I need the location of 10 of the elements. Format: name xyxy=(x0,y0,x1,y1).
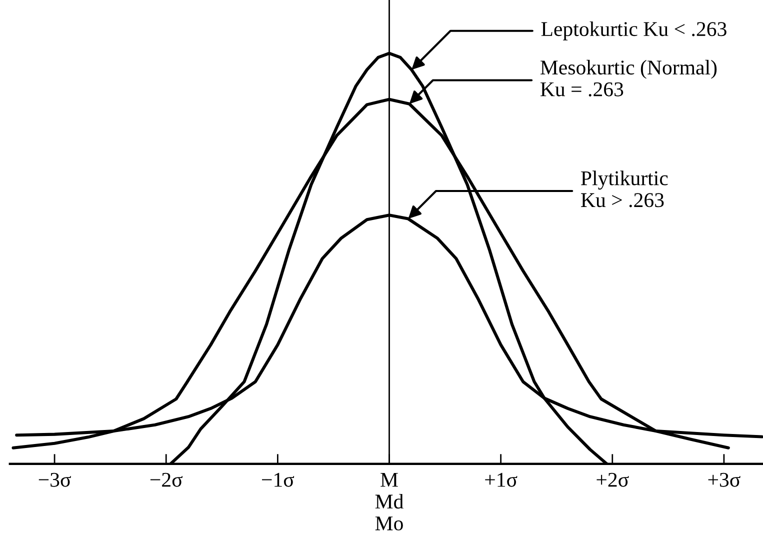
x-tick-label: +3σ xyxy=(708,472,740,487)
x-tick-label: −2σ xyxy=(150,472,182,487)
x-tick-label: +2σ xyxy=(596,472,629,487)
annotation: Mesokurtic (Normal) Ku = .263 xyxy=(540,60,717,96)
x-tick-label: +1σ xyxy=(485,472,518,487)
x-tick-label: −1σ xyxy=(262,472,294,487)
x-tick-label: M Md Mo xyxy=(375,473,404,530)
annotation: Plytikurtic Ku > .263 xyxy=(581,170,668,208)
annotation: Leptokurtic Ku < .263 xyxy=(541,21,726,40)
x-tick-label: −3σ xyxy=(38,472,71,487)
